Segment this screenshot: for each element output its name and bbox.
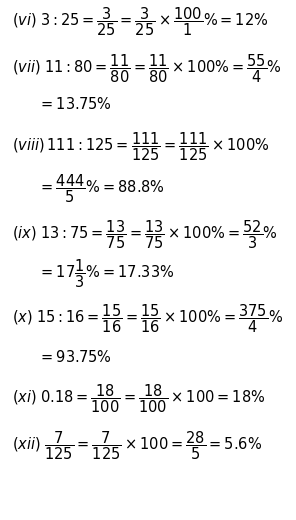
Text: $= 17\dfrac{1}{3}\% = 17.33\%$: $= 17\dfrac{1}{3}\% = 17.33\%$ <box>38 257 175 290</box>
Text: $(\mathit{x})\; 15:16 = \dfrac{15}{16} = \dfrac{15}{16} \times 100\% = \dfrac{37: $(\mathit{x})\; 15:16 = \dfrac{15}{16} =… <box>12 303 283 335</box>
Text: $(\mathit{vii})\; 11:80 = \dfrac{11}{80} = \dfrac{11}{80} \times 100\% = \dfrac{: $(\mathit{vii})\; 11:80 = \dfrac{11}{80}… <box>12 53 282 85</box>
Text: $= 93.75\%$: $= 93.75\%$ <box>38 349 112 365</box>
Text: $= \dfrac{444}{5}\% = 88.8\%$: $= \dfrac{444}{5}\% = 88.8\%$ <box>38 172 165 204</box>
Text: $(\mathit{ix})\; 13:75 = \dfrac{13}{75} = \dfrac{13}{75} \times 100\% = \dfrac{5: $(\mathit{ix})\; 13:75 = \dfrac{13}{75} … <box>12 219 278 251</box>
Text: $= 13.75\%$: $= 13.75\%$ <box>38 96 112 112</box>
Text: $(\mathit{viii})\,111:125 = \dfrac{111}{125} = \dfrac{111}{125} \times 100\%$: $(\mathit{viii})\,111:125 = \dfrac{111}{… <box>12 131 269 163</box>
Text: $(\mathit{vi})\; 3:25 = \dfrac{3}{25} = \dfrac{3}{25} \times \dfrac{100}{1}\% = : $(\mathit{vi})\; 3:25 = \dfrac{3}{25} = … <box>12 6 268 38</box>
Text: $(\mathit{xi})\; 0.18 = \dfrac{18}{100} = \dfrac{18}{100} \times 100 = 18\%$: $(\mathit{xi})\; 0.18 = \dfrac{18}{100} … <box>12 382 265 414</box>
Text: $(\mathit{xii})\; \dfrac{7}{125} = \dfrac{7}{125} \times 100 = \dfrac{28}{5} = 5: $(\mathit{xii})\; \dfrac{7}{125} = \dfra… <box>12 430 262 462</box>
